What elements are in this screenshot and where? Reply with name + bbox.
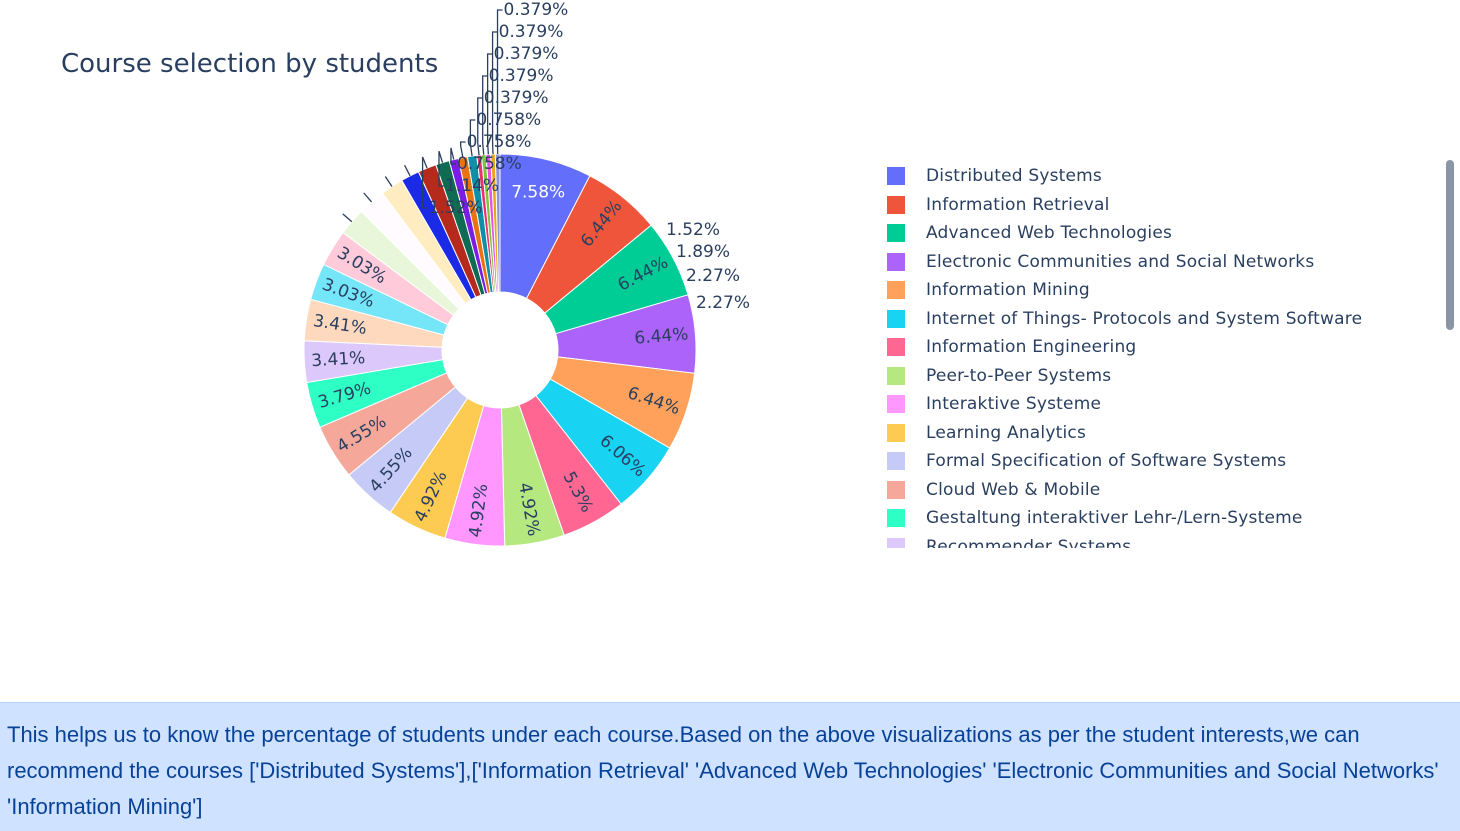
legend[interactable]: Distributed Systems Information Retrieval… xyxy=(880,162,1440,548)
pie-chart: Course selection by students 7.58% 6.44% 6… xyxy=(61,0,1454,548)
legend-swatch xyxy=(887,509,905,527)
info-alert-text: This helps us to know the percentage of … xyxy=(7,722,1439,819)
slice-leader-line xyxy=(496,9,503,155)
slice-label: 0.379% xyxy=(499,22,564,42)
slice-leader-line xyxy=(482,75,488,155)
slice-label: 1.14% xyxy=(445,176,499,196)
legend-swatch xyxy=(887,195,905,214)
slice-label: 0.379% xyxy=(504,0,569,20)
legend-item[interactable]: Information Engineering xyxy=(880,333,1136,361)
legend-label: Formal Specification of Software Systems xyxy=(926,451,1287,471)
legend-item[interactable]: Peer-to-Peer Systems xyxy=(880,362,1111,390)
legend-label: Cloud Web & Mobile xyxy=(926,479,1101,500)
pie-slice[interactable] xyxy=(544,224,689,335)
pie-chart-svg: Course selection by students 7.58%6.44%6… xyxy=(61,0,750,547)
pie-slice[interactable] xyxy=(525,175,652,314)
legend-label: Information Retrieval xyxy=(926,194,1110,215)
legend-swatch xyxy=(887,366,905,385)
slice-label: 1.52% xyxy=(666,220,720,240)
legend-swatch xyxy=(887,480,905,499)
legend-label: Internet of Things- Protocols and System… xyxy=(926,308,1363,329)
legend-swatch xyxy=(887,395,905,413)
slice-label: 2.27% xyxy=(686,266,740,286)
legend-swatch xyxy=(887,537,905,548)
legend-swatch xyxy=(887,167,905,185)
slice-label: 7.58% xyxy=(511,183,565,203)
legend-item[interactable]: Information Mining xyxy=(880,276,1090,304)
legend-item[interactable]: Information Retrieval xyxy=(880,191,1110,219)
slice-leader-line xyxy=(469,119,476,157)
pie-slices xyxy=(303,153,697,547)
legend-item[interactable]: Cloud Web & Mobile xyxy=(880,476,1100,504)
slice-leader-line xyxy=(384,176,393,187)
chart-title: Course selection by students xyxy=(61,49,438,79)
slice-leader-line xyxy=(486,53,493,155)
legend-item[interactable]: Distributed Systems xyxy=(880,162,1102,190)
slice-label: 0.379% xyxy=(489,66,554,86)
pie-slice[interactable] xyxy=(555,294,697,374)
slice-leader-line xyxy=(438,150,444,187)
legend-label: Gestaltung interaktiver Lehr-/Lern-Syste… xyxy=(926,508,1303,528)
legend-item[interactable]: Gestaltung interaktiver Lehr-/Lern-Syste… xyxy=(880,504,1303,532)
slice-label: 3.41% xyxy=(311,348,366,371)
legend-label: Information Mining xyxy=(926,280,1090,300)
legend-scrollbar[interactable] xyxy=(1446,160,1454,330)
legend-swatch xyxy=(887,252,905,271)
legend-swatch xyxy=(887,281,905,299)
legend-label: Peer-to-Peer Systems xyxy=(926,365,1112,386)
slice-leader-line xyxy=(403,164,411,177)
legend-item[interactable]: Learning Analytics xyxy=(880,419,1086,447)
legend-item[interactable]: Internet of Things- Protocols and System… xyxy=(880,305,1362,333)
slice-label: 1.52% xyxy=(429,198,483,218)
slice-label: 0.758% xyxy=(467,132,532,152)
slice-label: 2.27% xyxy=(696,293,750,313)
legend-label: Interaktive Systeme xyxy=(926,394,1102,414)
legend-item[interactable]: Advanced Web Technologies xyxy=(880,219,1172,247)
slice-leader-line xyxy=(363,192,373,203)
pie-slice[interactable] xyxy=(494,153,501,293)
slice-label: 6.44% xyxy=(634,324,689,348)
legend-item[interactable]: Interaktive Systeme xyxy=(880,390,1101,418)
legend-label: Information Engineering xyxy=(926,337,1137,357)
legend-label: Advanced Web Technologies xyxy=(926,223,1173,243)
slice-leader-line xyxy=(459,141,466,158)
legend-label: Distributed Systems xyxy=(926,166,1102,186)
legend-swatch xyxy=(887,338,905,356)
slice-label: 0.379% xyxy=(494,44,559,64)
legend-swatch xyxy=(887,452,905,470)
legend-swatch xyxy=(887,423,905,442)
pie-slice[interactable] xyxy=(535,378,671,505)
slice-leader-line xyxy=(421,156,428,209)
slice-leader-line xyxy=(342,213,353,223)
legend-label: Electronic Communities and Social Networ… xyxy=(926,251,1315,272)
legend-label: Learning Analytics xyxy=(926,422,1087,443)
slice-label: 0.758% xyxy=(476,110,541,130)
slice-leader-line xyxy=(491,31,498,155)
slice-label: 1.89% xyxy=(676,242,730,262)
pie-slice[interactable] xyxy=(499,153,591,300)
legend-swatch xyxy=(887,309,905,328)
legend-item[interactable]: Formal Specification of Software Systems xyxy=(880,447,1286,475)
slice-label: 0.758% xyxy=(457,154,522,174)
legend-label: Recommender Systems xyxy=(926,536,1132,549)
legend-swatch xyxy=(887,224,905,242)
slice-leader-line xyxy=(477,97,483,156)
slice-label: 0.379% xyxy=(484,88,549,108)
legend-item[interactable]: Electronic Communities and Social Networ… xyxy=(880,248,1314,276)
slice-leader-line xyxy=(450,147,456,165)
pie-slice[interactable] xyxy=(549,356,696,449)
info-alert: This helps us to know the percentage of … xyxy=(0,702,1460,831)
legend-item[interactable]: Recommender Systems xyxy=(880,533,1132,549)
